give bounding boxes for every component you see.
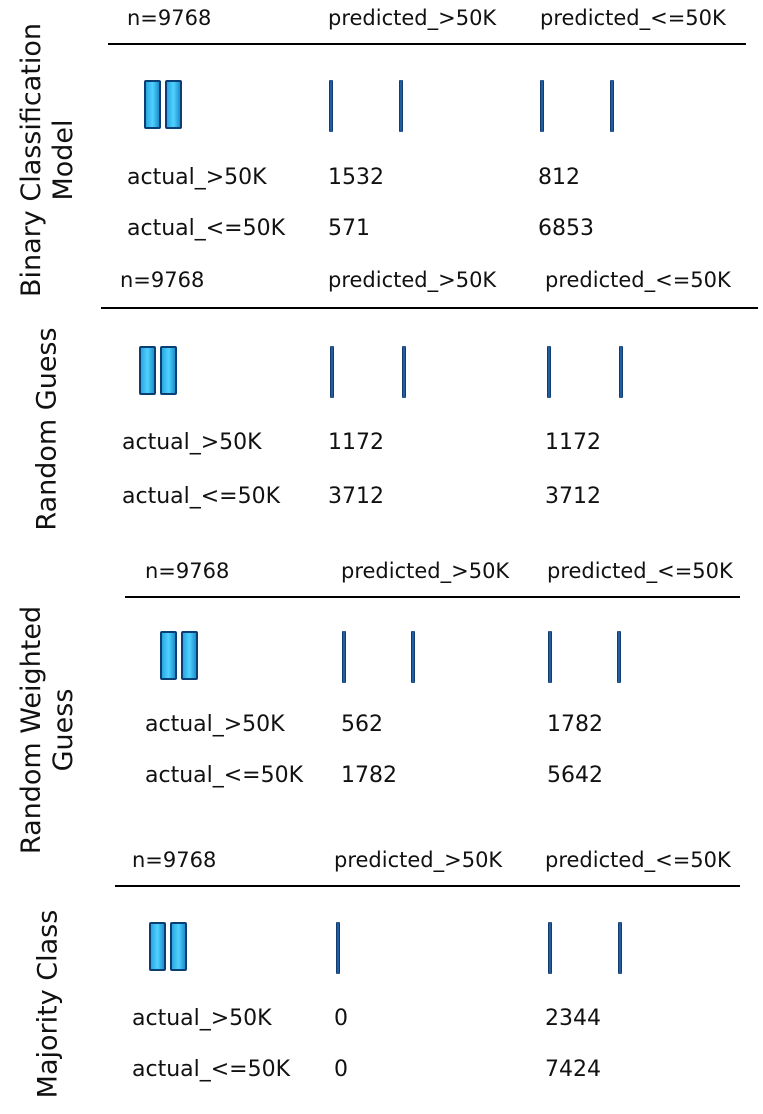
bar-tick-icon [610, 80, 614, 132]
panel-title-line1: Binary Classification [16, 23, 47, 297]
n-label: n=9768 [127, 6, 212, 30]
bar-pair-icon [160, 631, 198, 680]
cell-false-negative: 1782 [547, 712, 603, 737]
row-label-actual-neg: actual_<=50K [127, 216, 286, 241]
col-header-predicted-neg: predicted_<=50K [540, 6, 726, 30]
panel-title-line2: Guess [48, 688, 79, 772]
panel-random-weighted-guess: Random Weighted Guess n=9768 predicted_>… [0, 555, 763, 854]
cell-false-positive: 1782 [341, 763, 397, 788]
cell-false-negative: 2344 [545, 1006, 601, 1031]
bar-tick-icon [540, 80, 544, 132]
header-rule [101, 307, 758, 309]
col-header-predicted-neg: predicted_<=50K [547, 559, 733, 583]
cell-true-negative: 6853 [538, 216, 594, 241]
cell-false-negative: 1172 [545, 430, 601, 455]
panel-title-line1: Random Weighted [16, 605, 47, 855]
cell-true-positive: 0 [334, 1006, 348, 1031]
n-label: n=9768 [120, 268, 205, 292]
bar-pair-icon [149, 922, 187, 971]
n-label: n=9768 [132, 848, 217, 872]
cell-true-positive: 1172 [328, 430, 384, 455]
cell-true-negative: 3712 [545, 484, 601, 509]
col-header-predicted-neg: predicted_<=50K [545, 848, 731, 872]
panel-title-line1: Random Guess [32, 327, 63, 531]
col-header-predicted-pos: predicted_>50K [334, 848, 503, 872]
bar-pair-icon [144, 80, 182, 129]
cell-false-positive: 0 [334, 1057, 348, 1082]
bar-tick-icon [411, 631, 415, 683]
bar-tick-icon [617, 631, 621, 683]
row-label-actual-pos: actual_>50K [122, 430, 262, 455]
panel-title-line1: Majority Class [32, 909, 63, 1099]
row-label-actual-pos: actual_>50K [127, 165, 267, 190]
n-label: n=9768 [145, 559, 230, 583]
row-label-actual-pos: actual_>50K [132, 1006, 272, 1031]
panel-title: Majority Class [0, 894, 96, 1114]
panel-title-line2: Model [48, 119, 79, 201]
row-label-actual-neg: actual_<=50K [145, 763, 304, 788]
header-rule [125, 596, 740, 598]
bar-pair-icon [139, 346, 177, 395]
panel-random-guess: Random Guess n=9768 predicted_>50K predi… [0, 264, 763, 554]
bar-tick-icon [547, 346, 551, 398]
bar-tick-icon [329, 80, 333, 132]
header-rule [115, 885, 740, 887]
cell-true-negative: 7424 [545, 1057, 601, 1082]
bar-tick-icon [330, 346, 334, 398]
bar-tick-icon [402, 346, 406, 398]
bar-tick-icon [619, 346, 623, 398]
panel-title: Random Guess [0, 304, 96, 554]
bar-tick-icon [618, 922, 622, 974]
bar-tick-icon [336, 922, 340, 974]
cell-true-positive: 562 [341, 712, 383, 737]
bar-tick-icon [548, 631, 552, 683]
row-label-actual-neg: actual_<=50K [122, 484, 281, 509]
bar-tick-icon [548, 922, 552, 974]
cell-false-positive: 3712 [328, 484, 384, 509]
cell-true-negative: 5642 [547, 763, 603, 788]
cell-false-positive: 571 [328, 216, 370, 241]
col-header-predicted-pos: predicted_>50K [341, 559, 510, 583]
col-header-predicted-pos: predicted_>50K [328, 268, 497, 292]
row-label-actual-pos: actual_>50K [145, 712, 285, 737]
panel-binary-classification-model: Binary Classification Model n=9768 predi… [0, 0, 763, 297]
panel-majority-class: Majority Class n=9768 predicted_>50K pre… [0, 844, 763, 1114]
bar-tick-icon [342, 631, 346, 683]
col-header-predicted-neg: predicted_<=50K [545, 268, 731, 292]
row-label-actual-neg: actual_<=50K [132, 1057, 291, 1082]
bar-tick-icon [399, 80, 403, 132]
header-rule [108, 43, 746, 45]
cell-true-positive: 1532 [328, 165, 384, 190]
cell-false-negative: 812 [538, 165, 580, 190]
panel-title: Binary Classification Model [0, 20, 96, 300]
panel-title: Random Weighted Guess [0, 605, 96, 855]
col-header-predicted-pos: predicted_>50K [328, 6, 497, 30]
